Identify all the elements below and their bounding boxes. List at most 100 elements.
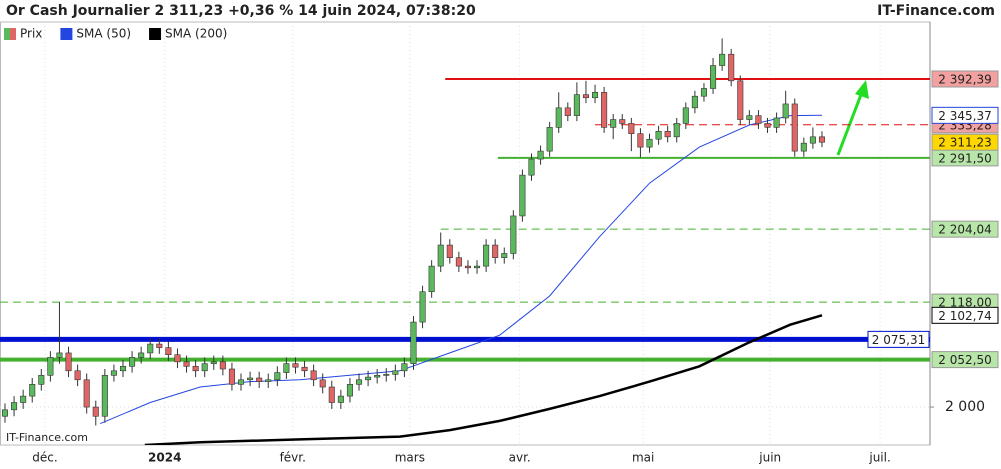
candle-body [47,357,54,376]
candle-body [256,377,263,382]
candle-body [219,361,226,370]
candle-body [401,363,408,372]
candle-body [156,343,163,348]
label-text: 2 291,50 [938,151,991,165]
candle-body [592,92,599,99]
candle-body [174,354,181,363]
candle-body [292,363,299,368]
candle-body [573,94,580,116]
candle-body [782,103,789,119]
candle-body [383,374,390,376]
label-text: 2 311,23 [938,136,991,150]
x-tick-label: juil. [868,451,890,465]
y-tick-label: 2 000 [945,399,985,415]
candle-body [455,257,462,267]
legend-swatch [4,28,10,40]
candle-body [601,92,608,128]
candle-body [192,366,199,372]
candle-body [247,377,254,381]
candle-body [673,123,680,138]
axis-value-label: 2 075,31 [867,330,930,348]
candle-body [392,370,399,375]
candle-body [564,107,571,116]
x-tick-label: févr. [280,451,306,465]
candle-body [682,107,689,124]
candle-body [483,244,490,267]
candle-body [365,376,372,381]
label-text: 2 075,31 [872,333,925,347]
candle-body [437,244,444,267]
candle-body [274,372,281,381]
x-tick-label: mars [395,451,425,465]
candle-body [147,343,154,354]
candle-body [646,138,653,148]
axis-value-label: 2 291,50 [931,149,999,167]
candle-body [464,265,471,269]
candle-body [228,368,235,385]
label-box [931,351,999,369]
candle-body [664,131,671,138]
candle-body [764,123,771,128]
candle-body [555,107,562,128]
candle-body [29,384,36,397]
label-text: 2 052,50 [938,353,991,367]
x-tick-label: avr. [509,451,531,465]
candle-body [283,363,290,373]
candle-body [755,115,762,124]
candle-body [537,150,544,160]
candle-body [474,265,481,269]
candle-body [138,352,145,358]
sma-line [100,114,823,425]
candle-body [719,53,726,66]
candle-body [319,379,326,388]
candle-body [710,65,717,89]
candle-body [655,131,662,140]
label-text: 2 118,00 [938,296,991,310]
candle-body [346,384,353,397]
candle-body [809,136,816,144]
candle-body [528,158,535,176]
label-text: 2 102,74 [938,309,991,323]
label-box [931,220,999,238]
candle-body [183,361,190,367]
arrow-annotation [836,80,869,156]
label-box [867,330,930,348]
candle-body [38,374,45,385]
candle-body [446,244,453,258]
label-text: 2 345,37 [938,109,991,123]
candle-body [355,379,363,385]
legend: Prix SMA (50) SMA (200) [4,27,227,41]
candle-body [11,402,18,411]
candle-body [20,395,27,403]
sma-line [144,314,823,445]
candle-body [1,409,9,417]
candle-body [201,363,208,372]
legend-label: Prix [20,27,42,41]
brand: IT-Finance.com [877,3,995,19]
axis-value-label: 2 102,74 [931,306,999,324]
candle-body [419,291,426,323]
axis-value-label: 2 392,39 [931,70,999,88]
axis-value-label: 2 052,50 [931,351,999,369]
candle-body [374,374,381,378]
candle-body [628,123,635,134]
candle-body [700,88,707,97]
label-box [931,106,999,124]
plot-area [0,22,930,445]
candle-body [546,127,553,152]
x-tick-label: déc. [32,451,57,465]
candle-body [165,347,172,356]
x-tick-label: mai [632,451,654,465]
candle-body [92,406,99,417]
axis-value-label: 2 345,37 [931,106,999,124]
candle-body [492,244,499,258]
candle-body [818,136,825,143]
candle-body [800,142,807,152]
candle-body [728,53,735,82]
candle-body [119,366,127,372]
candle-body [510,215,517,254]
candle-body [310,370,317,381]
watermark: IT-Finance.com [6,431,88,444]
